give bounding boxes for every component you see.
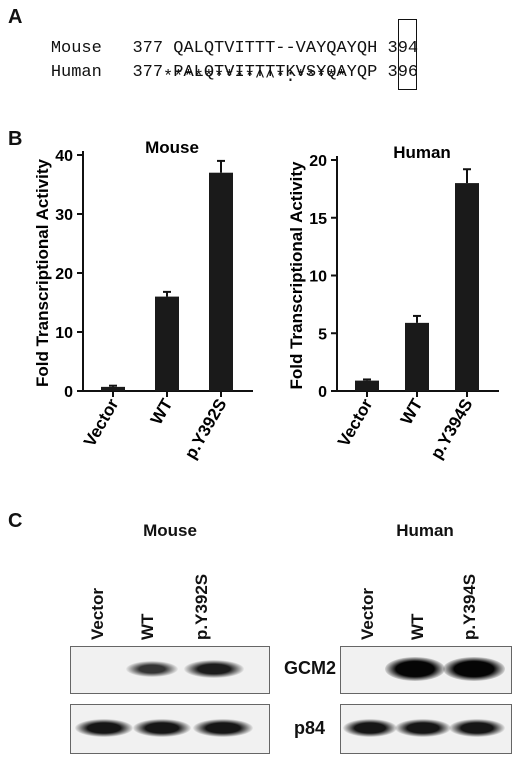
alignment-row-human: Human 377 PALQTVITTTTKVSYQAYQP 396 [10,44,418,101]
blot-p84-human [340,704,512,754]
x-tick-label: Vector [334,395,377,450]
sequence: PALQTVITTTTKVSYQAY [173,63,357,82]
y-tick-label: 30 [55,207,73,224]
band [133,719,191,737]
lane-label: p.Y394S [460,573,479,640]
sequence-tail: QP [356,63,378,82]
band [395,719,451,737]
lane-label: Vector [88,588,107,640]
y-tick-label: 40 [55,148,73,165]
species-label: Human [50,63,102,82]
x-tick-label: WT [397,395,427,428]
chart-title: Human [393,143,451,162]
end-position: 396 [387,63,419,82]
start-position: 377 [132,63,164,82]
blot-title-human: Human [396,521,454,540]
sequence: QALQTVITTT--VAYQAY [173,39,357,58]
x-tick-label: p.Y394S [427,396,477,463]
band [343,719,397,737]
panel-c-letter: C [8,510,23,532]
species-label: Mouse [50,39,102,58]
bar [101,386,125,391]
y-axis-label: Fold Transcriptional Activity [287,161,306,390]
band [449,719,505,737]
y-tick-label: 5 [318,326,327,343]
bar [355,380,379,391]
start-position: 377 [132,39,164,58]
row-label-gcm2: GCM2 [284,658,337,678]
bar [455,183,479,391]
y-tick-label: 20 [55,266,73,283]
bar [209,172,233,391]
row-label-p84: p84 [294,718,326,738]
lane-label: WT [408,613,427,640]
band [126,661,178,677]
y-tick-label: 15 [309,211,327,228]
bar [405,322,429,391]
blot-gcm2-human [340,646,512,694]
blot-gcm2-mouse [70,646,270,694]
y-tick-label: 10 [309,269,327,286]
end-position: 394 [387,39,419,58]
y-tick-label: 0 [318,384,327,401]
blot-p84-mouse [70,704,270,754]
sequence-tail: QH [356,39,378,58]
lane-label: WT [138,613,157,640]
panel-b-letter: B [8,128,23,150]
alignment-row-mouse: Mouse 377 QALQTVITTT--VAYQAYQH 394 [10,20,418,77]
conservation-line: *********^^*:***** [163,68,347,87]
blot-title-mouse: Mouse [143,521,197,540]
bar-charts: Mouse Fold Transcriptional Activity 0 10 20 3… [33,138,499,463]
x-tick-label: WT [147,395,177,428]
bar [155,296,179,391]
band [184,660,244,678]
panel-a-letter: A [8,6,23,28]
band [443,657,505,681]
y-axis-label: Fold Transcriptional Activity [33,158,52,387]
band [193,719,253,737]
x-tick-label: p.Y392S [181,396,231,463]
y-tick-label: 20 [309,153,327,170]
band [385,657,445,681]
highlight-box [398,19,417,90]
y-tick-label: 0 [64,384,73,401]
chart-title: Mouse [145,138,199,157]
x-tick-label: Vector [80,395,123,450]
y-tick-label: 10 [55,325,73,342]
lane-label: Vector [358,588,377,640]
band [75,719,133,737]
lane-label: p.Y392S [192,573,211,640]
